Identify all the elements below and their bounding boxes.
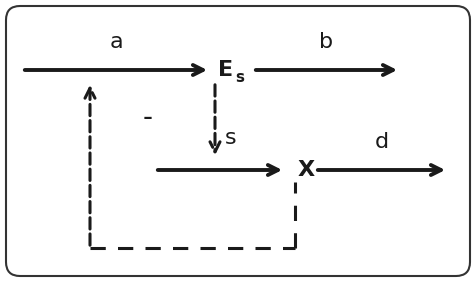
- Text: X: X: [298, 160, 315, 180]
- Text: E: E: [218, 60, 233, 80]
- FancyBboxPatch shape: [6, 6, 470, 276]
- Text: s: s: [235, 70, 244, 85]
- Text: a: a: [109, 32, 123, 52]
- Text: d: d: [375, 132, 388, 152]
- Text: -: -: [143, 104, 153, 132]
- Text: b: b: [319, 32, 334, 52]
- Text: s: s: [225, 128, 237, 148]
